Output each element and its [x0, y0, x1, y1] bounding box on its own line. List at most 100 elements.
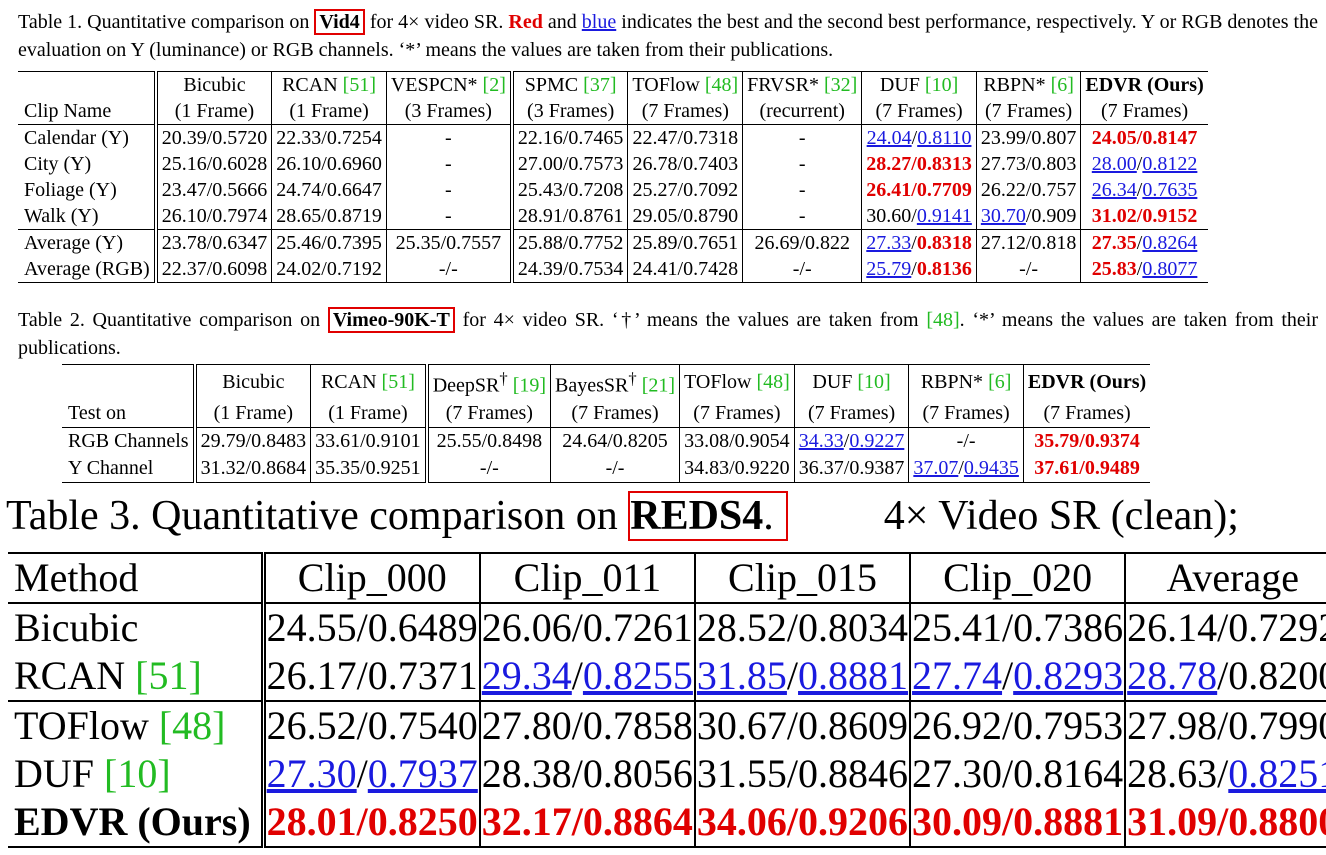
table-header-row: Bicubic RCAN [51] VESPCN* [2] SPMC [37] … [18, 71, 1208, 98]
table-cell: 25.16/0.6028 [155, 151, 273, 177]
table-cell: -/- [742, 256, 863, 283]
row-label: Walk (Y) [18, 203, 158, 230]
header-frames: (7 Frames) [550, 399, 681, 428]
table-cell: 24.04/0.8110 [861, 124, 977, 151]
table-cell: 29.05/0.8790 [627, 203, 744, 230]
dataset-highlight-vid4: Vid4 [314, 9, 365, 35]
table-cell: 28.91/0.8761 [511, 203, 629, 230]
table-cell: 26.41/0.7709 [861, 177, 977, 203]
table-cell: 28.52/0.8034 [694, 603, 912, 652]
table-row: RGB Channels 29.79/0.8483 33.61/0.9101 25.5… [62, 427, 1150, 455]
header-cell: RBPN* [6] [976, 71, 1082, 98]
table-cell: 25.43/0.7208 [511, 177, 629, 203]
table-cell: 26.69/0.822 [742, 229, 863, 256]
table-row: Average (Y) 23.78/0.6347 25.46/0.7395 25.35… [18, 229, 1208, 256]
header-cell: Clip_000 [263, 552, 481, 604]
header-cell: DUF [10] [794, 363, 910, 400]
header-cell: RCAN [51] [271, 71, 387, 98]
table-row: Walk (Y) 26.10/0.7974 28.65/0.8719-28.91/0… [18, 203, 1208, 230]
table-cell: 27.74/0.8293 [910, 652, 1127, 701]
table-cell: 24.41/0.7428 [627, 256, 744, 283]
table1-vid4: Bicubic RCAN [51] VESPCN* [2] SPMC [37] … [18, 71, 1208, 283]
header-frames: (7 Frames) [794, 399, 910, 428]
header-frames: (7 Frames) [679, 399, 795, 428]
table-cell: -/- [386, 256, 514, 283]
table-cell: 25.79/0.8136 [861, 256, 977, 283]
table-cell: 34.83/0.9220 [679, 454, 795, 483]
table-cell: - [742, 203, 863, 230]
table-cell: - [386, 124, 514, 151]
table-cell: -/- [976, 256, 1082, 283]
header-frames: (7 Frames) [1023, 399, 1151, 428]
table-cell: 26.34/0.7635 [1091, 179, 1198, 201]
header-frames: (1 Frame) [310, 399, 429, 428]
table-cell: 31.85/0.8881 [694, 652, 912, 701]
table-cell: - [386, 177, 514, 203]
table-cell: 28.00/0.8122 [1091, 153, 1198, 175]
table2-caption: Table 2. Quantitative comparison on Vime… [18, 306, 1318, 362]
header-frames: (7 Frames) [976, 98, 1082, 125]
table-cell: 31.32/0.8684 [194, 454, 312, 483]
caption-text: . ‘*’ means the values are taken from th… [18, 309, 1318, 359]
dataset-highlight-reds4: REDS4. [628, 491, 788, 541]
table-cell: 24.64/0.8205 [550, 427, 681, 455]
table-header-row: Method Clip_000 Clip_011 Clip_015 Clip_0… [8, 552, 1326, 604]
table-cell: 27.00/0.7573 [511, 151, 629, 177]
table-cell: 25.27/0.7092 [627, 177, 744, 203]
table-cell: 28.78/0.8200 [1127, 653, 1326, 698]
table-cell: 33.61/0.9101 [310, 427, 429, 455]
dataset-highlight-vimeo: Vimeo-90K-T [327, 307, 455, 333]
table-cell: 27.35/0.8264 [1080, 229, 1208, 256]
table2-vimeo: Bicubic RCAN [51] DeepSR† [19] BayesSR† … [62, 363, 1151, 483]
table-row: TOFlow [48] 26.52/0.7540 27.80/0.7858 30.67… [8, 700, 1326, 750]
table-cell: 35.79/0.9374 [1034, 429, 1140, 452]
table-row: Foliage (Y) 23.47/0.5666 24.74/0.6647-25.4… [18, 177, 1208, 203]
table-cell: 27.98/0.7990 [1125, 700, 1326, 750]
header-frames: (1 Frame) [194, 399, 312, 428]
table-cell: 28.38/0.8056 [479, 750, 696, 798]
table-cell: - [742, 151, 863, 177]
table-cell: 28.27/0.8313 [861, 151, 977, 177]
table-cell: 27.30/0.7937 [263, 750, 481, 798]
caption-text: Table 3. Quantitative comparison on [6, 493, 629, 539]
header-cell: Clip_015 [694, 552, 912, 604]
table-cell: 28.63/0.8251 [1127, 751, 1326, 796]
header-cell: FRVSR* [32] [742, 71, 863, 98]
table-cell: 22.16/0.7465 [511, 124, 629, 151]
header-cell: RCAN [51] [310, 363, 429, 400]
table1-caption: Table 1. Quantitative comparison on Vid4… [18, 8, 1318, 64]
table-cell: 26.17/0.7371 [263, 652, 481, 701]
header-frames: (7 Frames) [861, 98, 977, 125]
table-cell: 25.55/0.8498 [426, 427, 552, 455]
table-cell: 26.52/0.7540 [263, 700, 481, 750]
caption-text: for 4× video SR. [364, 11, 509, 33]
table-cell: 27.33/0.8318 [861, 229, 977, 256]
corner-label: Test on [62, 399, 197, 428]
table-cell: 25.35/0.7557 [386, 229, 514, 256]
table-cell: 25.89/0.7651 [627, 229, 744, 256]
table-header-row: Bicubic RCAN [51] DeepSR† [19] BayesSR† … [62, 363, 1151, 400]
table-cell: 24.05/0.8147 [1080, 124, 1208, 151]
table-cell: 34.06/0.9206 [694, 798, 912, 848]
table-cell: 28.65/0.8719 [271, 203, 387, 230]
table-row: City (Y) 25.16/0.6028 26.10/0.6960-27.00/0… [18, 151, 1208, 177]
table-row: Calendar (Y) 20.39/0.5720 22.33/0.7254-22.… [18, 124, 1208, 151]
row-label: Y Channel [62, 454, 197, 483]
row-label: RGB Channels [62, 427, 197, 455]
header-frames: (7 Frames) [908, 399, 1024, 428]
table-cell: 20.39/0.5720 [155, 124, 273, 151]
table-cell: 32.17/0.8864 [479, 798, 696, 848]
caption-text: 4× Video SR (clean); [883, 493, 1239, 539]
table-cell: 26.14/0.7292 [1127, 605, 1326, 650]
row-label: EDVR (Ours) [8, 798, 266, 848]
table-row: Average (RGB) 22.37/0.6098 24.02/0.7192 -/-… [18, 256, 1208, 283]
table-cell: 30.60/0.9141 [861, 203, 977, 230]
table-cell: 23.47/0.5666 [155, 177, 273, 203]
header-cell: EDVR (Ours) [1023, 363, 1151, 400]
table-cell: -/- [426, 454, 552, 483]
header-cell: Average [1125, 552, 1326, 604]
header-cell: DUF [10] [861, 71, 977, 98]
caption-text: indicates the best and the second best p… [18, 11, 1318, 61]
table-cell: 22.47/0.7318 [627, 124, 744, 151]
caption-text: Table 1. Quantitative comparison on [18, 11, 315, 33]
